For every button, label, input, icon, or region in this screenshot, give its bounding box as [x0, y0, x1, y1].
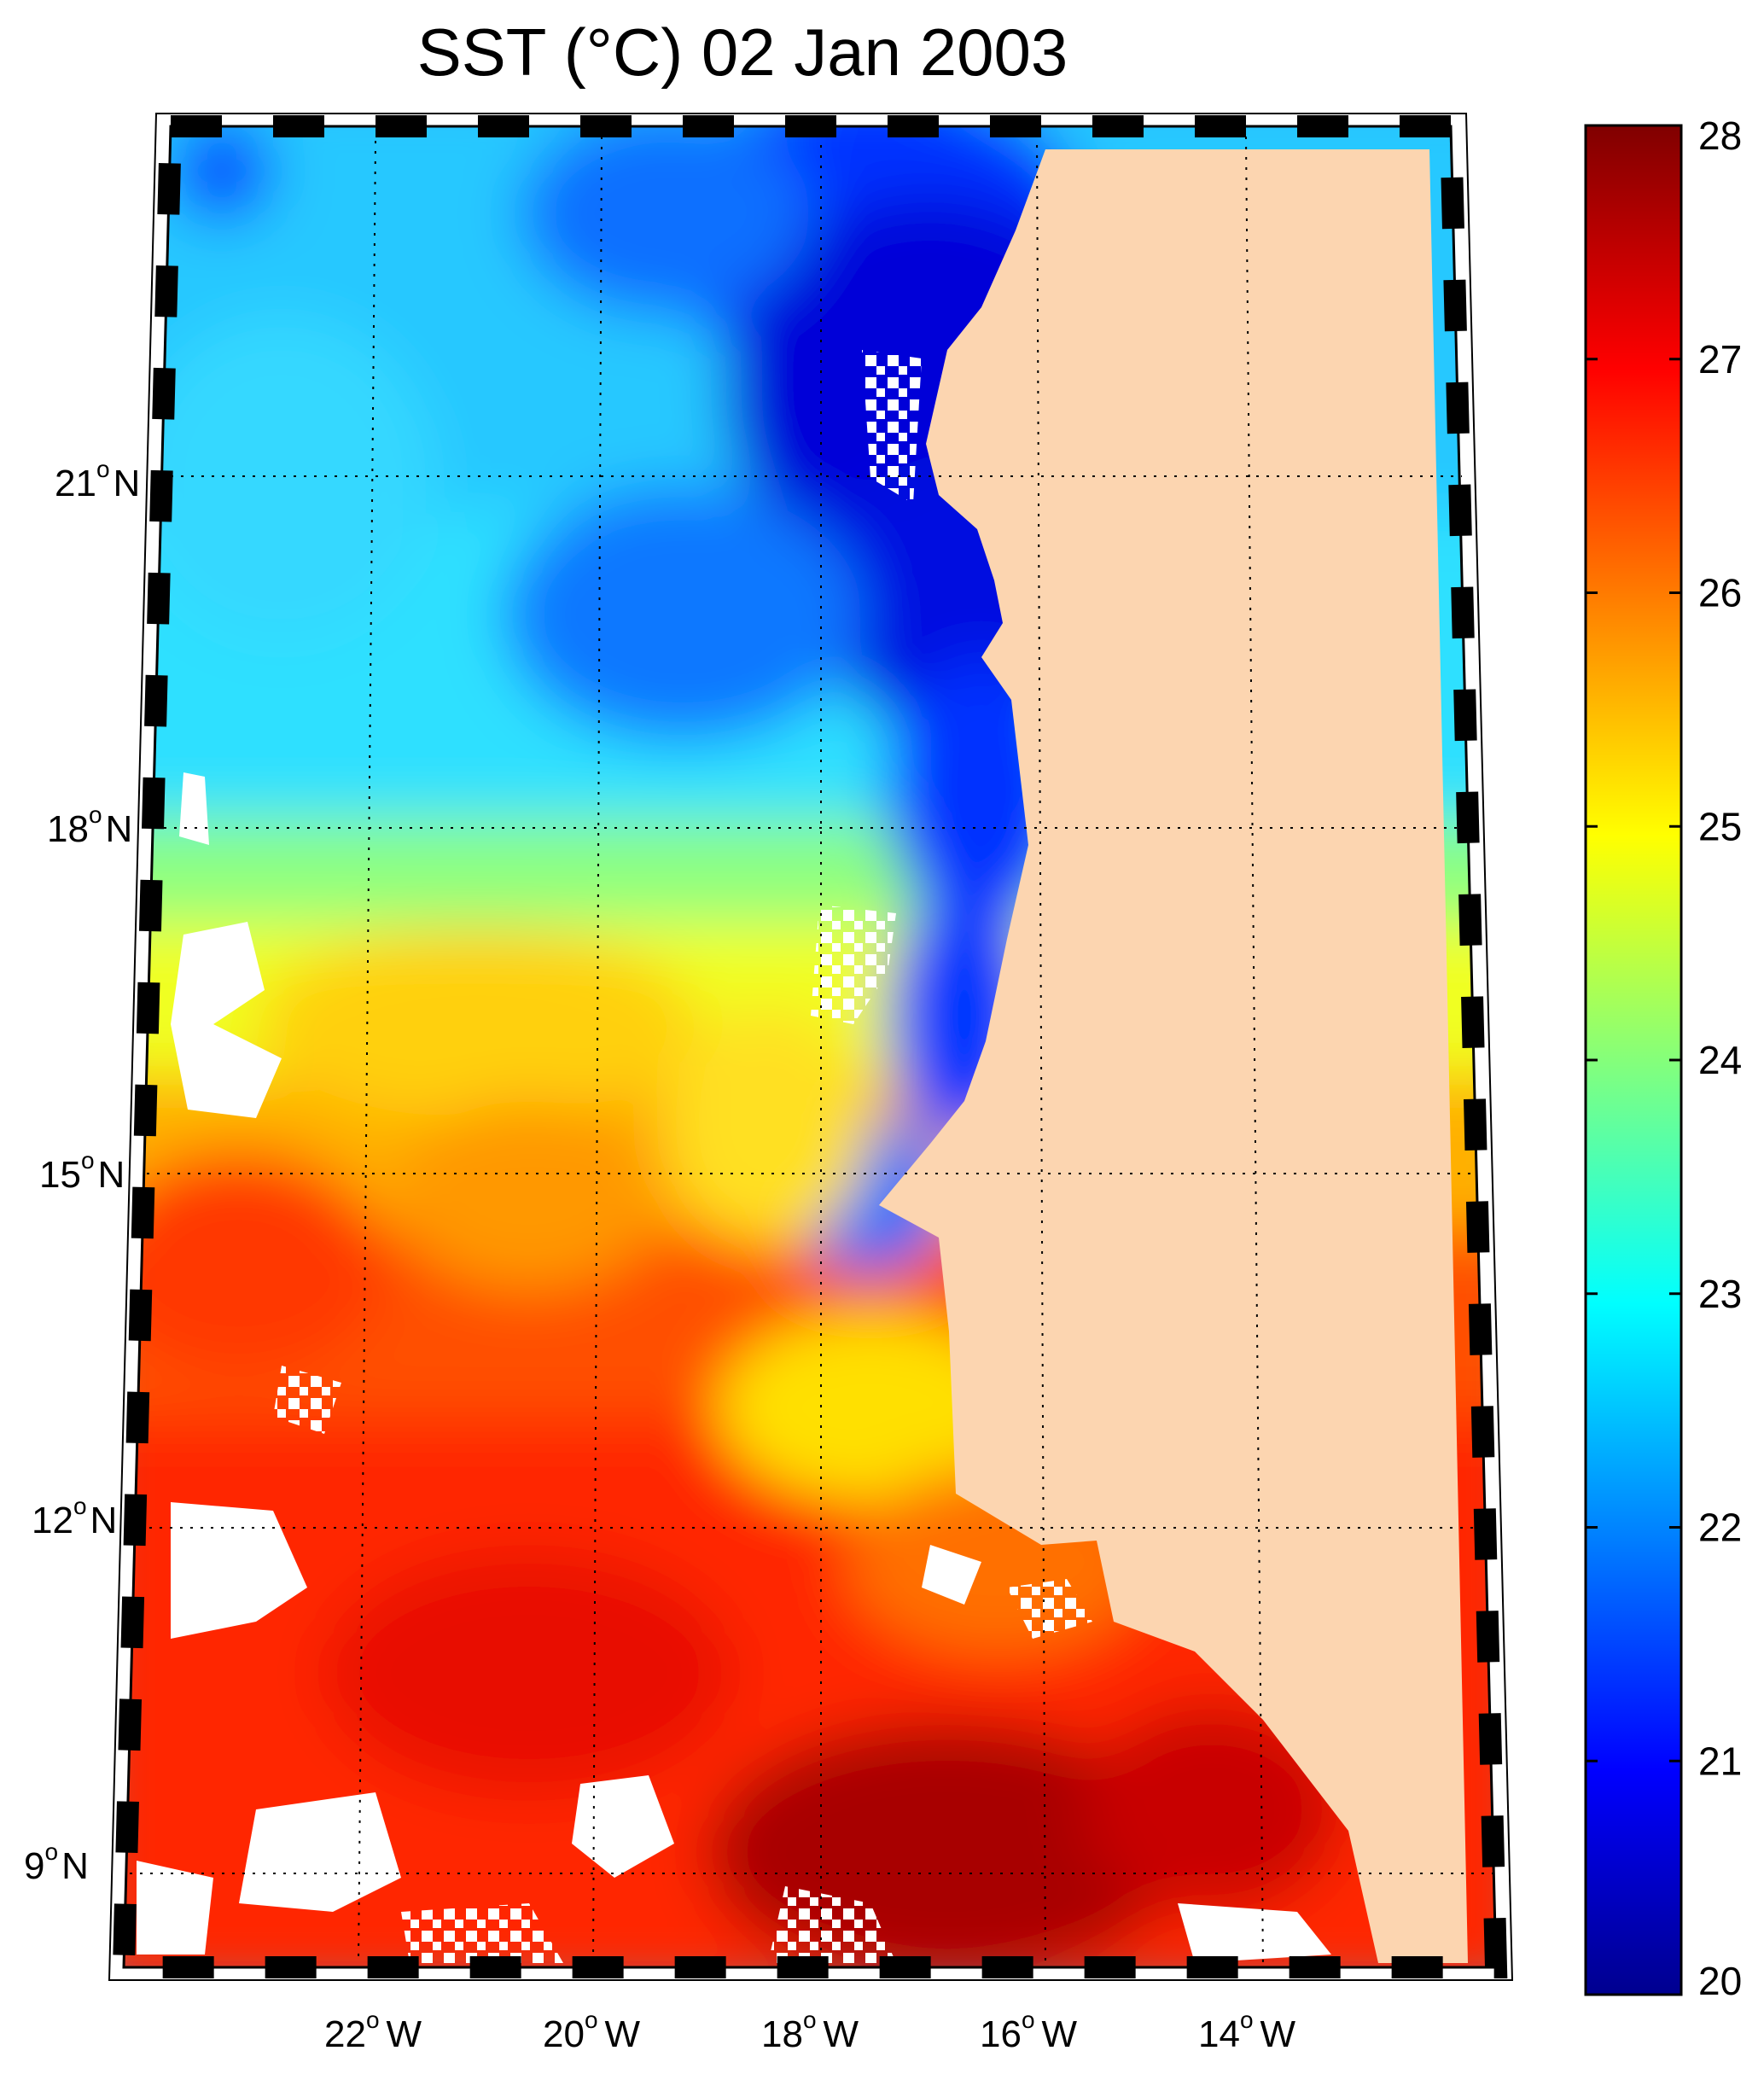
- degree-mark: o: [81, 1147, 95, 1174]
- degree-mark: o: [73, 1493, 87, 1519]
- degree-mark: o: [366, 2007, 380, 2033]
- lat-label: 15oN: [39, 1147, 125, 1196]
- colorbar-tick-label: 22: [1698, 1506, 1742, 1550]
- lon-label: 22o W: [324, 2007, 422, 2055]
- lat-label-hemisphere: N: [114, 463, 141, 504]
- degree-mark: o: [44, 1838, 58, 1865]
- colorbar-tick-label: 21: [1698, 1739, 1742, 1783]
- lat-label-hemisphere: N: [98, 1154, 125, 1196]
- colorbar-tick-label: 26: [1698, 571, 1742, 615]
- lon-label-number: 22: [324, 2013, 366, 2055]
- lat-label-number: 15: [39, 1154, 81, 1196]
- colorbar-tick-label: 25: [1698, 804, 1742, 848]
- colorbar-tick-label: 24: [1698, 1038, 1742, 1082]
- colorbar-tick-label: 20: [1698, 1959, 1742, 2003]
- lon-label-number: 20: [543, 2013, 585, 2055]
- lon-label: 20o W: [543, 2007, 641, 2055]
- degree-mark: o: [803, 2007, 817, 2033]
- lat-label-number: 12: [32, 1500, 73, 1541]
- lat-label: 18oN: [47, 801, 132, 850]
- lon-label: 18o W: [761, 2007, 859, 2055]
- map-frame: [108, 113, 1514, 1981]
- lat-label-hemisphere: N: [90, 1500, 118, 1541]
- graticule: [130, 134, 1493, 1968]
- lon-label-hemisphere: W: [824, 2013, 859, 2055]
- lon-label: 14o W: [1198, 2007, 1296, 2055]
- lat-label-number: 21: [55, 463, 96, 504]
- degree-mark: o: [1022, 2007, 1035, 2033]
- colorbar-gradient: [1584, 124, 1683, 1996]
- lon-label-hemisphere: W: [387, 2013, 422, 2055]
- map-title: SST (°C) 02 Jan 2003: [417, 15, 1068, 90]
- lat-label-number: 18: [47, 808, 89, 850]
- longitude-labels: 22o W 20o W 18o W 16o W 14o W: [324, 2007, 1296, 2055]
- lat-label: 12oN: [32, 1493, 117, 1541]
- lat-label: 21oN: [55, 456, 140, 504]
- lon-label-hemisphere: W: [605, 2013, 641, 2055]
- degree-mark: o: [96, 456, 110, 482]
- lon-label-number: 14: [1198, 2013, 1240, 2055]
- colorbar: 20 21 22 23 24 25 26 27 28: [1584, 114, 1742, 2003]
- colorbar-tick-label: 28: [1698, 114, 1742, 158]
- lon-label-hemisphere: W: [1260, 2013, 1296, 2055]
- colorbar-ticks: 20 21 22 23 24 25 26 27 28: [1586, 114, 1742, 2003]
- lat-label: 9oN: [24, 1838, 89, 1887]
- lon-label-number: 18: [761, 2013, 803, 2055]
- colorbar-tick-label: 27: [1698, 337, 1742, 382]
- lat-label-hemisphere: N: [106, 808, 133, 850]
- degree-mark: o: [1240, 2007, 1254, 2033]
- degree-mark: o: [585, 2007, 598, 2033]
- lat-label-hemisphere: N: [61, 1845, 89, 1887]
- degree-mark: o: [89, 801, 102, 828]
- colorbar-tick-label: 23: [1698, 1272, 1742, 1316]
- lat-label-number: 9: [24, 1845, 44, 1887]
- cloud-mask: [137, 350, 1331, 1963]
- land: [879, 149, 1468, 1963]
- lon-label-hemisphere: W: [1042, 2013, 1078, 2055]
- lon-label-number: 16: [980, 2013, 1022, 2055]
- lon-label: 16o W: [980, 2007, 1078, 2055]
